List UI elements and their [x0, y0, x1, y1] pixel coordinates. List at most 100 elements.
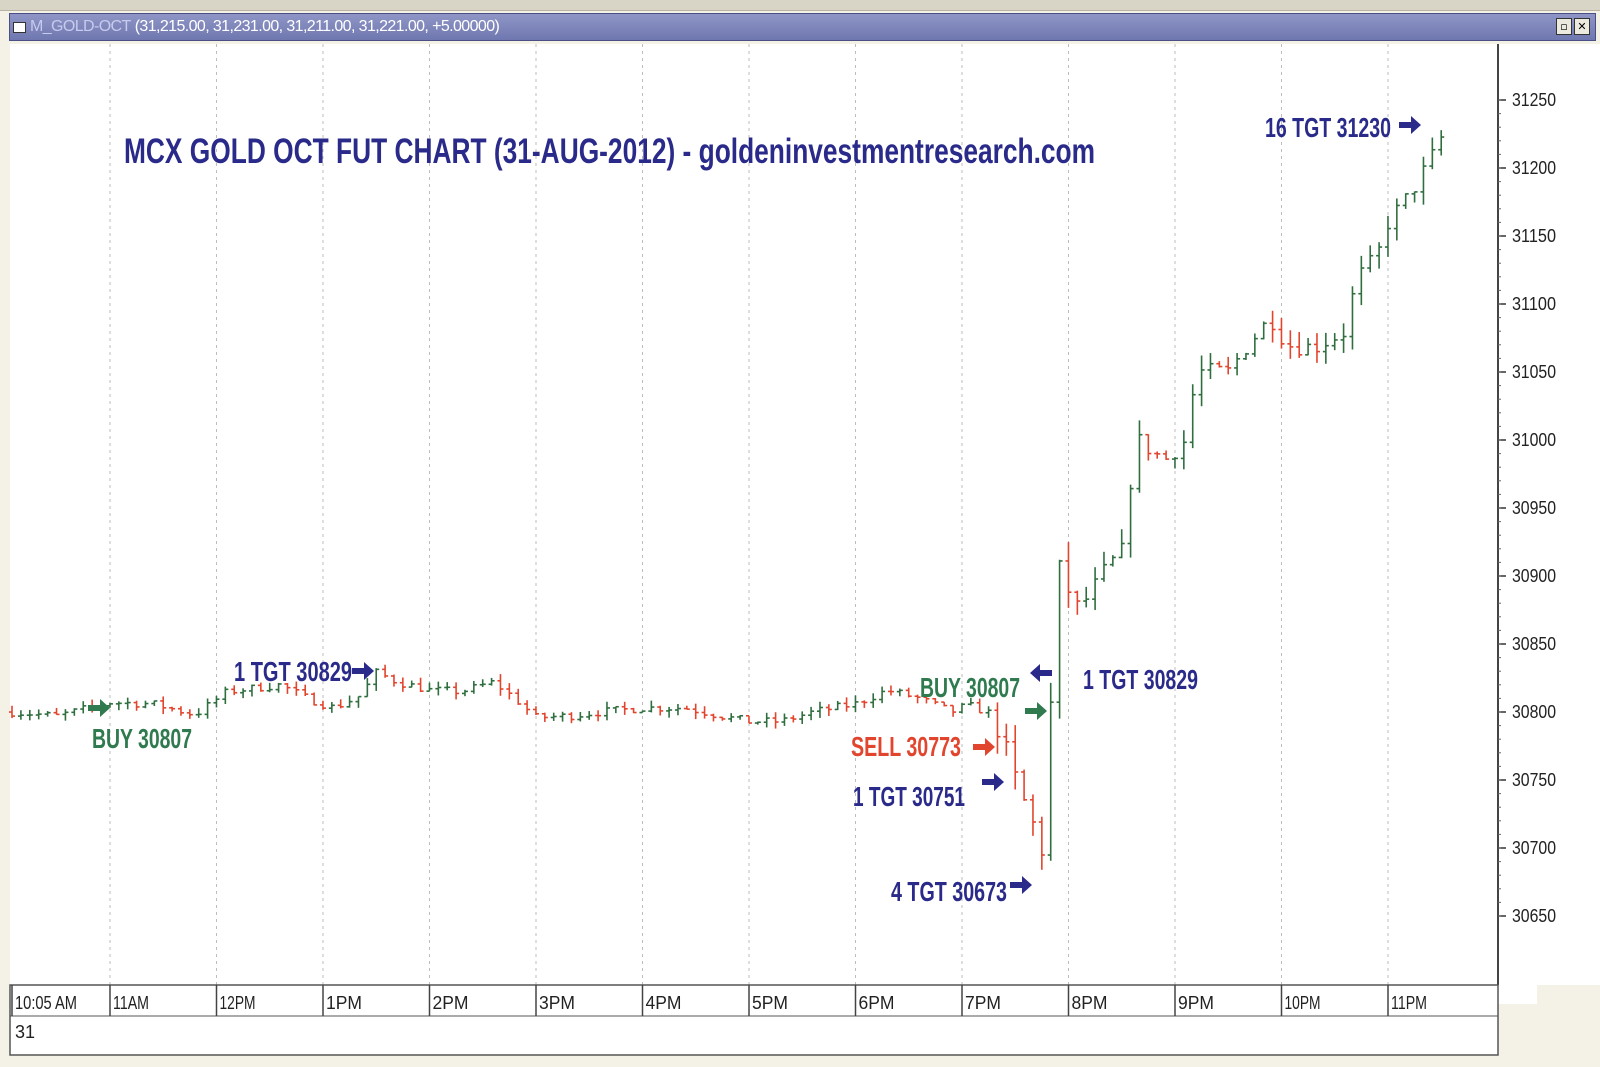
ohlc-bar	[231, 685, 238, 696]
y-tick-label: 31250	[1512, 90, 1556, 110]
ohlc-bar	[142, 700, 149, 709]
ohlc-bar	[222, 686, 229, 705]
ohlc-bar	[1056, 559, 1063, 719]
annotation-label: 4 TGT 30673	[891, 876, 1007, 907]
x-tick-label: 10:05 AM	[15, 993, 77, 1013]
x-tick-label: 6PM	[859, 993, 895, 1013]
ohlc-bar	[408, 680, 415, 688]
ohlc-bar	[816, 701, 823, 718]
ohlc-bar	[1003, 723, 1010, 756]
y-tick-label: 30800	[1512, 702, 1556, 722]
ohlc-bar	[417, 677, 424, 693]
ohlc-bar	[612, 705, 619, 714]
ohlc-bar	[1100, 551, 1107, 582]
ohlc-bar	[1367, 245, 1374, 273]
annotation-label: 1 TGT 30829	[234, 656, 352, 687]
ohlc-bar	[26, 709, 33, 721]
ohlc-bar	[1021, 769, 1028, 801]
window-title-bar[interactable]: M_GOLD-OCT (31,215.00, 31,231.00, 31,211.…	[9, 13, 1596, 41]
y-tick-label: 31200	[1512, 158, 1556, 178]
ohlc-bar	[559, 711, 566, 722]
ohlc-bar	[1322, 332, 1329, 364]
ohlc-bar	[568, 712, 575, 724]
ohlc-bar	[532, 706, 539, 716]
y-tick-label: 31100	[1512, 294, 1556, 314]
ohlc-bar	[328, 701, 335, 713]
ohlc-bar	[497, 674, 504, 696]
ohlc-bar	[35, 709, 42, 720]
close-button[interactable]: ✕	[1574, 18, 1590, 35]
ohlc-bar	[1038, 816, 1045, 870]
ohlc-bar	[346, 695, 353, 708]
ohlc-bar	[825, 704, 832, 716]
ohlc-bar	[728, 713, 735, 723]
ohlc-bar	[808, 706, 815, 721]
ohlc-bar	[1376, 242, 1383, 269]
ohlc-bar	[479, 679, 486, 688]
restore-button[interactable]: ▫	[1556, 18, 1572, 35]
ohlc-bar	[985, 706, 992, 718]
annotation-label: BUY 30807	[92, 723, 192, 754]
ohlc-bar	[160, 696, 167, 715]
ohlc-bar	[435, 681, 442, 696]
ohlc-bar	[426, 682, 433, 692]
ohlc-bar	[710, 713, 717, 722]
ohlc-bar	[834, 700, 841, 711]
ohlc-values: (31,215.00, 31,231.00, 31,211.00, 31,221…	[134, 18, 500, 35]
arrow-icon	[982, 773, 1004, 791]
x-tick-label: 12PM	[220, 993, 256, 1013]
ohlc-bar	[843, 697, 850, 712]
ohlc-bar	[1402, 193, 1409, 209]
ohlc-bar	[80, 701, 87, 714]
ohlc-bar	[657, 705, 664, 716]
ohlc-bar	[444, 682, 451, 691]
x-tick-label: 11AM	[113, 993, 149, 1013]
y-tick-label: 30700	[1512, 838, 1556, 858]
ohlc-bar	[914, 694, 921, 704]
ohlc-bar	[382, 664, 389, 678]
ohlc-bar	[639, 710, 646, 714]
ohlc-bar	[515, 688, 522, 705]
ohlc-bar	[541, 712, 548, 723]
ohlc-bar	[790, 715, 797, 723]
y-axis-panel	[1500, 44, 1600, 985]
ohlc-bar	[692, 703, 699, 720]
arrow-icon	[1010, 876, 1032, 894]
trade-annotation: 1 TGT 30751	[853, 773, 1004, 812]
annotation-label: 16 TGT 31230	[1265, 112, 1391, 143]
ohlc-bar	[302, 684, 309, 697]
ohlc-bar	[1384, 215, 1391, 257]
ohlc-bar	[1216, 361, 1223, 368]
x-tick-label: 3PM	[539, 993, 575, 1013]
ohlc-bar	[177, 706, 184, 716]
ohlc-bar	[1065, 542, 1072, 608]
trade-annotation: 1 TGT 30829	[1030, 664, 1198, 695]
ohlc-bar	[1349, 286, 1356, 350]
ohlc-bar	[1171, 457, 1178, 469]
ohlc-bar	[390, 674, 397, 687]
ohlc-bar	[1189, 384, 1196, 449]
ohlc-bar	[1269, 310, 1276, 343]
ohlc-bar	[781, 713, 788, 726]
ohlc-bar	[373, 668, 380, 691]
ohlc-bar	[719, 716, 726, 721]
ohlc-bar	[17, 710, 24, 720]
ohlc-bar	[630, 707, 637, 714]
ohlc-bar	[1234, 352, 1241, 376]
date-label: 31	[15, 1022, 35, 1042]
x-tick-label: 5PM	[752, 993, 788, 1013]
ohlc-bar	[506, 683, 513, 700]
ohlc-bar	[1287, 330, 1294, 359]
arrow-icon	[88, 699, 110, 717]
ohlc-bar	[923, 694, 930, 704]
ohlc-bar	[577, 712, 584, 722]
ohlc-bar	[355, 695, 362, 708]
ohlc-bar	[186, 709, 193, 719]
ohlc-bar	[621, 701, 628, 715]
ohlc-bar	[941, 701, 948, 707]
y-tick-label: 31000	[1512, 430, 1556, 450]
x-tick-label: 2PM	[433, 993, 469, 1013]
ohlc-bar	[896, 688, 903, 697]
